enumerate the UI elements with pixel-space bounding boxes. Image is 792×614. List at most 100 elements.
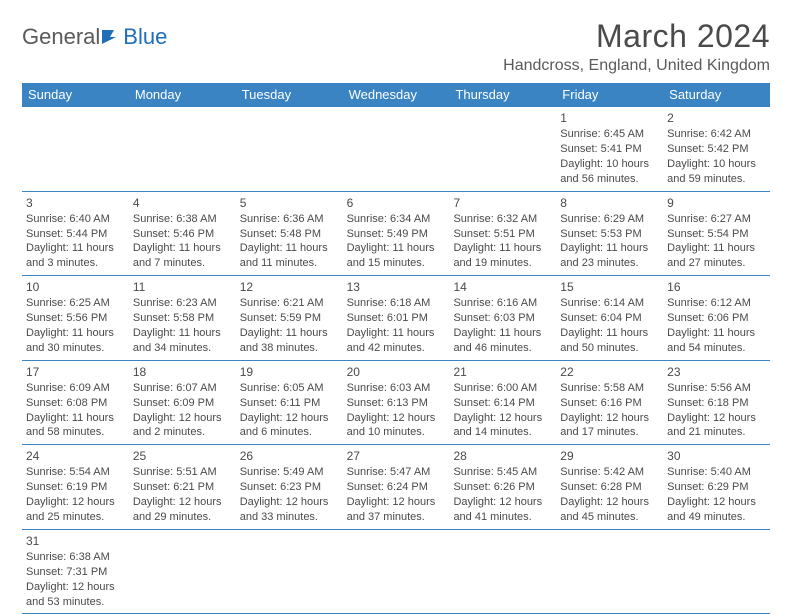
day-number: 18	[133, 364, 232, 380]
day-info-line: Daylight: 12 hours	[560, 411, 659, 426]
day-info-line: and 42 minutes.	[347, 341, 446, 356]
day-number: 14	[453, 279, 552, 295]
day-info-line: Sunset: 6:14 PM	[453, 396, 552, 411]
day-number: 21	[453, 364, 552, 380]
day-info-line: Sunrise: 6:40 AM	[26, 212, 125, 227]
day-info-line: Sunrise: 6:45 AM	[560, 127, 659, 142]
day-info-line: Daylight: 10 hours	[667, 157, 766, 172]
day-header-fri: Friday	[556, 83, 663, 107]
day-info-line: Sunset: 6:01 PM	[347, 311, 446, 326]
day-number: 1	[560, 110, 659, 126]
day-cell: 10Sunrise: 6:25 AMSunset: 5:56 PMDayligh…	[22, 276, 129, 360]
day-info-line: Sunset: 6:16 PM	[560, 396, 659, 411]
day-number: 28	[453, 448, 552, 464]
day-info-line: Sunrise: 6:21 AM	[240, 296, 339, 311]
day-info-line: Sunrise: 6:32 AM	[453, 212, 552, 227]
day-info-line: Sunset: 5:58 PM	[133, 311, 232, 326]
day-info-line: Sunset: 5:44 PM	[26, 227, 125, 242]
day-info-line: and 45 minutes.	[560, 510, 659, 525]
day-info-line: Daylight: 10 hours	[560, 157, 659, 172]
day-cell	[343, 107, 450, 191]
day-info-line: and 3 minutes.	[26, 256, 125, 271]
week-row: 17Sunrise: 6:09 AMSunset: 6:08 PMDayligh…	[22, 361, 770, 446]
day-info-line: Sunrise: 5:49 AM	[240, 465, 339, 480]
day-info-line: and 6 minutes.	[240, 425, 339, 440]
day-info-line: Sunrise: 6:12 AM	[667, 296, 766, 311]
day-info-line: Daylight: 11 hours	[133, 326, 232, 341]
week-row: 24Sunrise: 5:54 AMSunset: 6:19 PMDayligh…	[22, 445, 770, 530]
day-info-line: and 30 minutes.	[26, 341, 125, 356]
day-number: 17	[26, 364, 125, 380]
day-info-line: Daylight: 12 hours	[240, 495, 339, 510]
day-info-line: Sunset: 5:46 PM	[133, 227, 232, 242]
day-cell: 31Sunrise: 6:38 AMSunset: 7:31 PMDayligh…	[22, 530, 129, 614]
day-info-line: Sunset: 7:31 PM	[26, 565, 125, 580]
day-number: 5	[240, 195, 339, 211]
day-info-line: Sunrise: 6:18 AM	[347, 296, 446, 311]
day-info-line: Daylight: 11 hours	[240, 326, 339, 341]
day-cell: 12Sunrise: 6:21 AMSunset: 5:59 PMDayligh…	[236, 276, 343, 360]
day-info-line: Sunset: 5:59 PM	[240, 311, 339, 326]
day-cell: 14Sunrise: 6:16 AMSunset: 6:03 PMDayligh…	[449, 276, 556, 360]
day-info-line: and 56 minutes.	[560, 172, 659, 187]
day-number: 11	[133, 279, 232, 295]
day-info-line: Daylight: 12 hours	[347, 411, 446, 426]
day-info-line: Sunset: 6:11 PM	[240, 396, 339, 411]
day-info-line: Sunset: 5:53 PM	[560, 227, 659, 242]
day-info-line: and 14 minutes.	[453, 425, 552, 440]
day-info-line: Sunset: 6:23 PM	[240, 480, 339, 495]
day-info-line: Sunrise: 5:42 AM	[560, 465, 659, 480]
day-cell: 15Sunrise: 6:14 AMSunset: 6:04 PMDayligh…	[556, 276, 663, 360]
day-info-line: Daylight: 11 hours	[240, 241, 339, 256]
day-info-line: and 11 minutes.	[240, 256, 339, 271]
weeks-container: 1Sunrise: 6:45 AMSunset: 5:41 PMDaylight…	[22, 107, 770, 614]
day-info-line: and 37 minutes.	[347, 510, 446, 525]
day-info-line: Daylight: 11 hours	[667, 241, 766, 256]
calendar-grid: Sunday Monday Tuesday Wednesday Thursday…	[22, 83, 770, 614]
day-info-line: Sunrise: 6:03 AM	[347, 381, 446, 396]
day-info-line: and 19 minutes.	[453, 256, 552, 271]
week-row: 3Sunrise: 6:40 AMSunset: 5:44 PMDaylight…	[22, 192, 770, 277]
day-info-line: Daylight: 11 hours	[26, 326, 125, 341]
day-info-line: Sunset: 5:56 PM	[26, 311, 125, 326]
day-number: 4	[133, 195, 232, 211]
location-text: Handcross, England, United Kingdom	[503, 57, 770, 75]
day-info-line: Sunrise: 6:25 AM	[26, 296, 125, 311]
day-info-line: Sunset: 6:09 PM	[133, 396, 232, 411]
day-cell	[449, 530, 556, 614]
logo-flag-icon	[102, 24, 122, 50]
day-cell: 22Sunrise: 5:58 AMSunset: 6:16 PMDayligh…	[556, 361, 663, 445]
day-info-line: Sunrise: 6:36 AM	[240, 212, 339, 227]
day-info-line: Sunrise: 5:54 AM	[26, 465, 125, 480]
day-info-line: and 17 minutes.	[560, 425, 659, 440]
day-info-line: and 10 minutes.	[347, 425, 446, 440]
day-info-line: Daylight: 11 hours	[347, 326, 446, 341]
day-number: 8	[560, 195, 659, 211]
day-info-line: Sunset: 5:41 PM	[560, 142, 659, 157]
day-number: 2	[667, 110, 766, 126]
day-header-mon: Monday	[129, 83, 236, 107]
day-number: 13	[347, 279, 446, 295]
day-number: 31	[26, 533, 125, 549]
day-cell: 8Sunrise: 6:29 AMSunset: 5:53 PMDaylight…	[556, 192, 663, 276]
day-number: 6	[347, 195, 446, 211]
day-cell: 16Sunrise: 6:12 AMSunset: 6:06 PMDayligh…	[663, 276, 770, 360]
day-info-line: and 7 minutes.	[133, 256, 232, 271]
day-cell: 9Sunrise: 6:27 AMSunset: 5:54 PMDaylight…	[663, 192, 770, 276]
day-info-line: Daylight: 12 hours	[560, 495, 659, 510]
day-info-line: Sunset: 6:06 PM	[667, 311, 766, 326]
day-cell	[343, 530, 450, 614]
day-info-line: and 58 minutes.	[26, 425, 125, 440]
day-cell: 27Sunrise: 5:47 AMSunset: 6:24 PMDayligh…	[343, 445, 450, 529]
day-info-line: Daylight: 12 hours	[133, 411, 232, 426]
day-info-line: Daylight: 12 hours	[133, 495, 232, 510]
day-cell: 4Sunrise: 6:38 AMSunset: 5:46 PMDaylight…	[129, 192, 236, 276]
day-header-thu: Thursday	[449, 83, 556, 107]
day-cell: 11Sunrise: 6:23 AMSunset: 5:58 PMDayligh…	[129, 276, 236, 360]
day-info-line: Sunset: 6:21 PM	[133, 480, 232, 495]
day-cell: 26Sunrise: 5:49 AMSunset: 6:23 PMDayligh…	[236, 445, 343, 529]
day-info-line: Daylight: 12 hours	[26, 495, 125, 510]
day-info-line: Daylight: 12 hours	[453, 495, 552, 510]
day-info-line: Sunset: 6:19 PM	[26, 480, 125, 495]
title-block: March 2024 Handcross, England, United Ki…	[503, 18, 770, 75]
